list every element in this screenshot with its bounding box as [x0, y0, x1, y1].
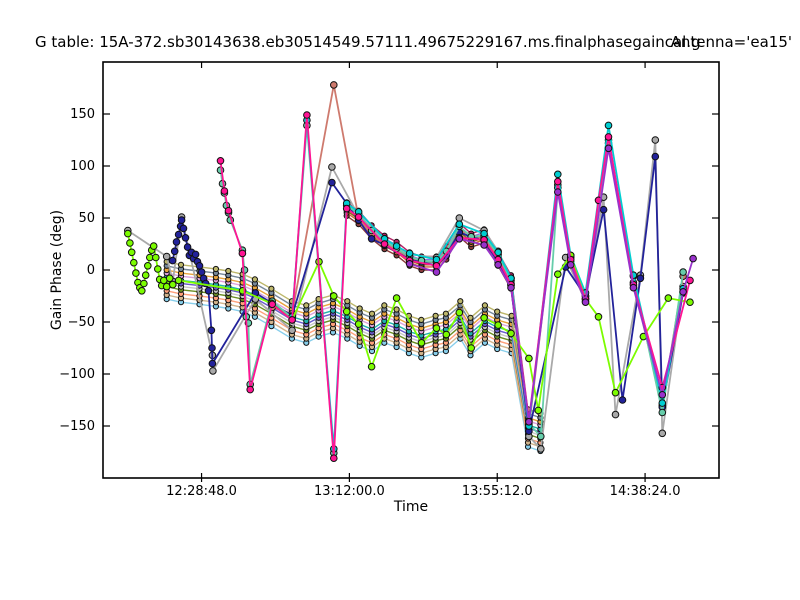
y-tick-label: −100 — [59, 367, 95, 382]
antenna-label: Antenna='ea15' — [670, 33, 792, 51]
y-axis-label: Gain Phase (deg) — [49, 209, 65, 331]
y-tick-label: −50 — [68, 315, 95, 330]
y-tick-label: 100 — [70, 159, 95, 174]
series-purple — [405, 144, 697, 426]
x-tick-label: 12:28:48.0 — [166, 484, 237, 499]
plot-title: G table: 15A-372.sb30143638.eb30514549.5… — [35, 33, 701, 51]
x-axis-label: Time — [393, 499, 429, 515]
series-deeppink — [216, 111, 694, 463]
axis-ticks: 12:28:48.0 13:12:00.0 13:55:12.0 14:38:24.0… — [59, 62, 719, 499]
y-tick-label: −150 — [59, 419, 95, 434]
x-tick-label: 13:12:00.0 — [314, 484, 385, 499]
y-tick-label: 50 — [78, 211, 95, 226]
y-tick-label: 0 — [87, 263, 95, 278]
plot-title-row: G table: 15A-372.sb30143638.eb30514549.5… — [0, 33, 800, 55]
x-tick-label: 14:38:24.0 — [610, 484, 681, 499]
y-tick-label: 150 — [70, 107, 95, 122]
series-salmon — [268, 81, 687, 432]
plot-data-area — [124, 81, 697, 463]
x-tick-label: 13:55:12.0 — [462, 484, 533, 499]
